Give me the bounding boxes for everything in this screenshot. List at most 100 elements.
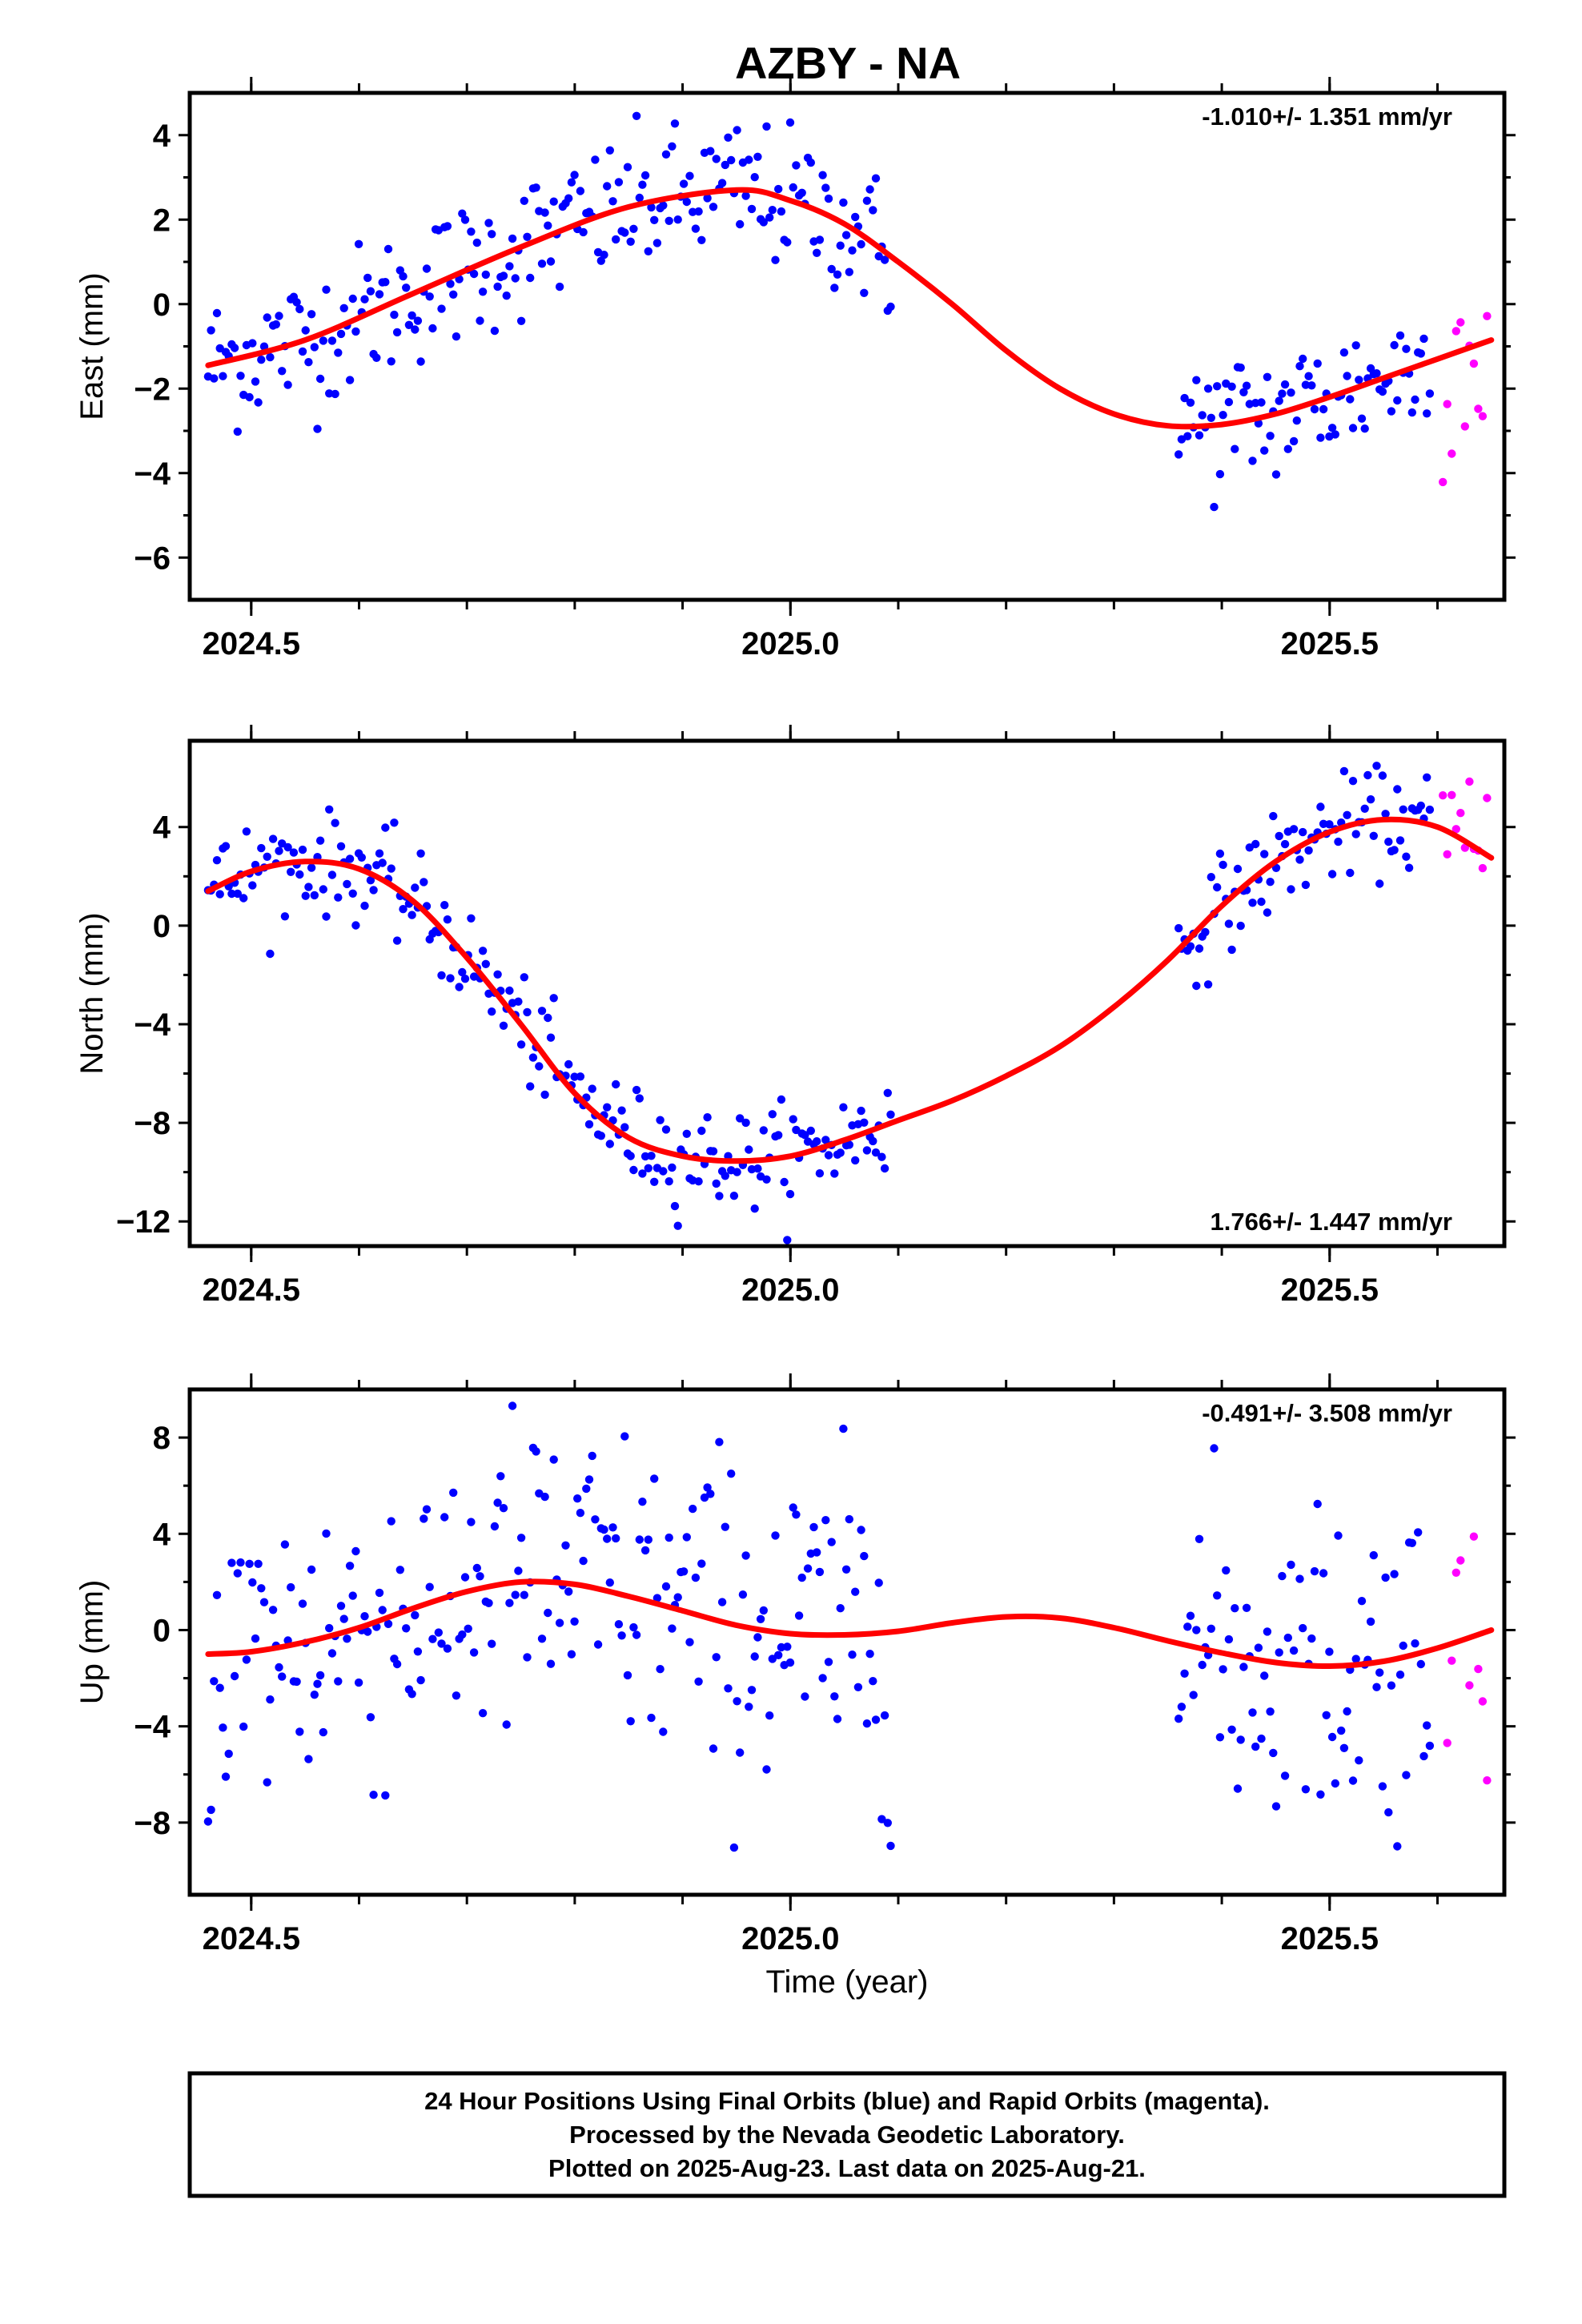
final-point xyxy=(1192,376,1201,384)
final-point xyxy=(659,1727,668,1736)
final-point xyxy=(1343,1707,1351,1716)
up-y-axis-label: Up (mm) xyxy=(74,1580,110,1705)
final-point xyxy=(638,1169,647,1178)
final-point xyxy=(1299,1623,1307,1633)
final-point xyxy=(1423,1721,1431,1730)
final-point xyxy=(862,1146,872,1155)
final-point xyxy=(478,947,488,955)
final-point xyxy=(1266,432,1275,440)
final-point xyxy=(490,1522,500,1531)
final-point xyxy=(1399,1641,1407,1651)
final-point xyxy=(659,201,668,210)
final-point xyxy=(505,262,514,271)
final-point xyxy=(275,312,283,320)
final-point xyxy=(345,1562,355,1570)
final-point xyxy=(821,1516,830,1525)
final-point xyxy=(582,1484,591,1494)
final-point xyxy=(420,878,428,887)
final-point xyxy=(1325,1647,1334,1656)
final-point xyxy=(848,246,857,255)
final-point xyxy=(617,1106,626,1115)
final-point xyxy=(537,1634,547,1643)
final-point xyxy=(496,1472,505,1481)
final-point xyxy=(257,843,266,853)
final-point xyxy=(239,1722,248,1731)
final-point xyxy=(656,1665,665,1674)
x-tick-label: 2025.5 xyxy=(1281,626,1379,661)
final-point xyxy=(537,259,547,268)
final-point xyxy=(685,171,694,180)
final-point xyxy=(1215,1733,1225,1742)
final-point xyxy=(703,1483,712,1492)
final-point xyxy=(408,311,416,320)
final-point xyxy=(1295,1574,1304,1583)
final-point xyxy=(266,352,275,362)
final-point xyxy=(428,1634,437,1643)
final-point xyxy=(437,304,446,313)
final-point xyxy=(271,320,280,329)
final-point xyxy=(780,1177,789,1187)
final-point xyxy=(753,1633,762,1642)
final-point xyxy=(390,818,399,827)
final-point xyxy=(381,823,390,832)
final-point xyxy=(339,1614,348,1623)
final-point xyxy=(830,283,839,292)
final-point xyxy=(614,1620,624,1629)
final-point xyxy=(620,1123,629,1132)
final-point xyxy=(313,1679,322,1688)
final-point xyxy=(1411,1639,1419,1648)
final-point xyxy=(540,208,549,217)
final-point xyxy=(661,1125,671,1134)
final-point xyxy=(532,183,540,192)
final-point xyxy=(224,1749,233,1759)
final-point xyxy=(236,1558,245,1567)
final-point xyxy=(516,316,526,325)
rapid-point xyxy=(1469,359,1479,368)
y-tick-label: −4 xyxy=(134,1710,171,1745)
final-point xyxy=(1213,883,1222,892)
final-point xyxy=(248,1578,257,1587)
final-point xyxy=(762,122,771,131)
final-point xyxy=(605,146,614,155)
y-tick-label: 0 xyxy=(153,909,171,944)
final-point xyxy=(774,1131,783,1140)
final-point xyxy=(1381,1573,1390,1582)
final-point xyxy=(1289,436,1299,446)
rapid-point xyxy=(1439,791,1447,800)
final-point xyxy=(516,1534,526,1542)
final-point xyxy=(1327,870,1337,879)
final-point xyxy=(511,274,520,283)
final-point xyxy=(1348,1776,1358,1785)
final-point xyxy=(806,158,815,167)
final-point xyxy=(765,213,774,222)
final-point xyxy=(830,1169,839,1178)
final-point xyxy=(1378,387,1387,396)
final-point xyxy=(715,1437,724,1446)
final-point xyxy=(298,845,307,854)
final-point xyxy=(564,1587,573,1596)
final-point xyxy=(514,997,523,1006)
final-point xyxy=(476,316,484,325)
final-point xyxy=(1189,1691,1198,1699)
final-point xyxy=(853,1683,863,1691)
final-point xyxy=(227,1558,236,1567)
panels: 4 2 0 −2 −4 −6 2024.5 2025.0 2025.5 East (mm) -1.0… xyxy=(74,77,1516,1956)
final-point xyxy=(783,1642,792,1651)
y-tick-label: 0 xyxy=(153,287,171,323)
final-point xyxy=(789,183,797,192)
final-point xyxy=(745,1145,753,1154)
final-point xyxy=(1239,388,1248,396)
y-tick-label: −12 xyxy=(116,1204,171,1240)
final-point xyxy=(493,1498,502,1507)
final-point xyxy=(1289,1646,1299,1655)
final-point xyxy=(1425,1741,1435,1751)
final-point xyxy=(765,1711,774,1720)
final-point xyxy=(1210,1444,1219,1453)
final-point xyxy=(1174,923,1183,933)
final-point xyxy=(1219,411,1227,420)
final-point xyxy=(774,184,783,194)
final-point xyxy=(516,1040,526,1049)
final-point xyxy=(1198,1660,1207,1670)
final-point xyxy=(248,881,257,890)
y-tick-label: −4 xyxy=(134,1007,171,1043)
